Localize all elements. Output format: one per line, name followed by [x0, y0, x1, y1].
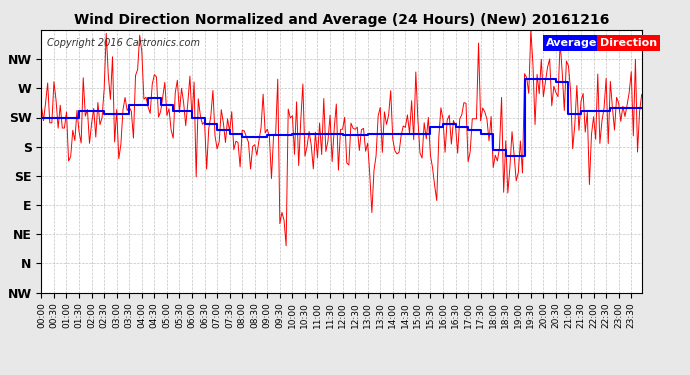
Text: Copyright 2016 Cartronics.com: Copyright 2016 Cartronics.com [48, 38, 200, 48]
Title: Wind Direction Normalized and Average (24 Hours) (New) 20161216: Wind Direction Normalized and Average (2… [74, 13, 609, 27]
Text: Direction: Direction [600, 38, 657, 48]
Text: Average: Average [546, 38, 597, 48]
